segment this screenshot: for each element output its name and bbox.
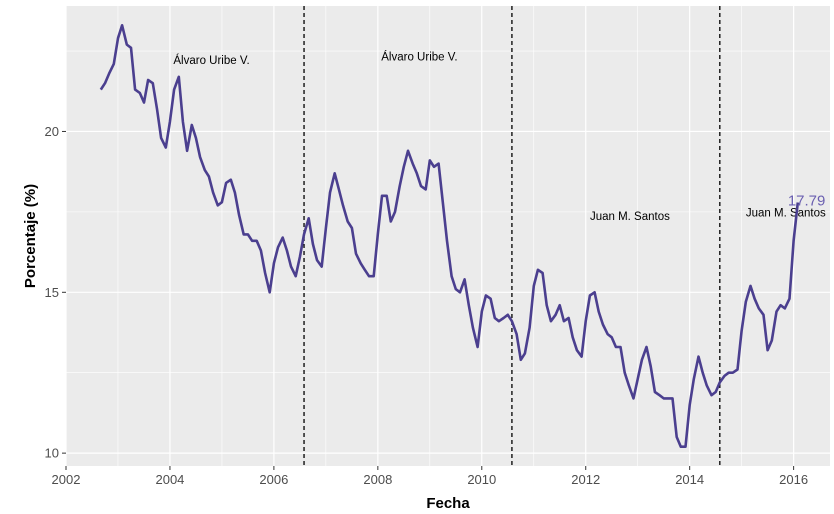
x-tick-label: 2002 [52,472,81,487]
period-annotations: Álvaro Uribe V. Álvaro Uribe V. Juan M. Sa… [173,51,826,223]
period-annotation: Juan M. Santos [746,208,826,220]
x-tick-label: 2006 [259,472,288,487]
plot-panel [66,6,830,466]
period-annotation: Álvaro Uribe V. [173,54,249,67]
x-tick-label: 2004 [155,472,184,487]
x-tick-label: 2014 [675,472,704,487]
y-tick-label: 10 [45,446,59,461]
y-axis: 10 15 20 [45,124,66,461]
y-tick-label: 20 [45,124,59,139]
x-axis-title: Fecha [426,495,470,512]
y-tick-label: 15 [45,285,59,300]
period-annotation: Juan M. Santos [590,211,670,223]
x-axis: 2002 2004 2006 2008 2010 2012 2014 2016 [52,466,808,487]
x-tick-label: 2012 [571,472,600,487]
x-tick-label: 2008 [363,472,392,487]
x-tick-label: 2010 [467,472,496,487]
x-tick-label: 2016 [779,472,808,487]
end-value-label: 17.79 [788,192,826,209]
series-line [99,24,800,448]
y-axis-title: Porcentaje (%) [22,184,39,288]
period-annotation: Álvaro Uribe V. [381,51,457,64]
